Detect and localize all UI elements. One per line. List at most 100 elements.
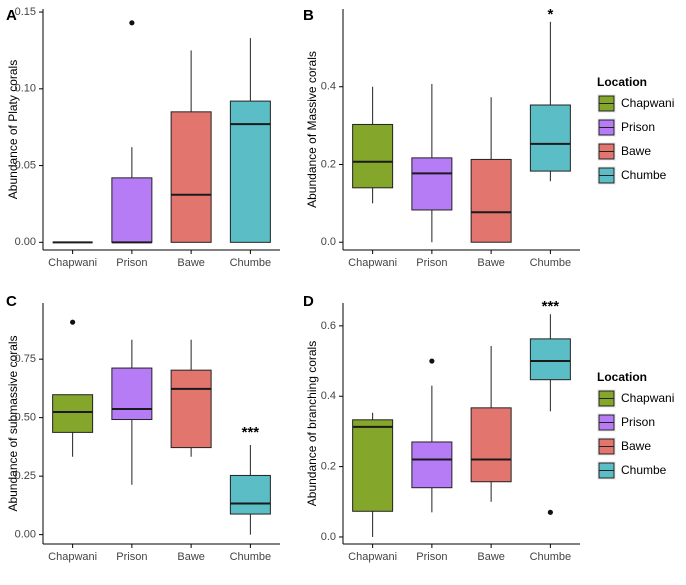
box-rect [352,123,394,189]
panel-A: A Abundance of Platy corals 0.00 0.05 0.10 0.… [6,6,280,269]
legend-key-chapwani: Chapwani [597,389,674,408]
significance-marker: *** [542,298,560,315]
box-rect [470,158,512,243]
x-tick-label: Prison [116,257,147,269]
box-chapwani [352,412,394,537]
box-rect [111,367,153,421]
box-rect [229,100,271,243]
legend-label: Prison [621,120,655,134]
box-prison [111,339,153,485]
legend-title: Location [597,370,647,384]
outlier-point [547,509,553,515]
y-tick-label: 0.4 [321,390,336,402]
y-tick-label: 0.6 [321,320,336,332]
box-rect [170,369,212,449]
x-tick-label: Bawe [477,551,505,563]
y-tick-label: 0.4 [321,81,336,93]
box-chumbe [229,445,271,535]
box-rect [111,177,153,243]
x-tick-label: Chumbe [230,551,272,563]
panel-letter: B [303,7,314,24]
box-rect [411,441,453,489]
legend-label: Chapwani [621,96,674,110]
box-rect [229,474,271,515]
legend: Location Chapwani Prison Bawe Chumbe [597,370,674,480]
legend-label: Bawe [621,144,651,158]
x-tick-label: Prison [416,551,447,563]
y-tick-label: 0.10 [15,83,36,95]
legend-key-chumbe: Chumbe [597,166,667,185]
panel-D: D Abundance of branching corals 0.0 0.2 0.4 0… [303,293,580,563]
box-chumbe [229,38,271,243]
box-chumbe [529,21,571,182]
y-tick-label: 0.75 [15,353,36,365]
legend-key-chapwani: Chapwani [597,94,674,113]
legend-label: Chapwani [621,391,674,405]
y-axis-title: Abundance of Platy corals [6,60,20,199]
x-tick-label: Bawe [177,551,205,563]
outlier-point [429,358,435,364]
x-tick-label: Chapwani [48,551,97,563]
box-bawe [170,50,212,243]
x-tick-label: Bawe [177,257,205,269]
y-tick-label: 0.15 [15,6,36,18]
box-chapwani [52,319,94,457]
significance-marker: * [547,6,553,23]
y-tick-label: 0.50 [15,412,36,424]
y-tick-label: 0.25 [15,470,36,482]
legend-title: Location [597,75,647,89]
y-tick-label: 0.00 [15,236,36,248]
box-chapwani [352,86,394,204]
panel-C: C Abundance of submassive corals 0.00 0.25 0… [6,293,280,563]
x-tick-label: Bawe [477,257,505,269]
legend-key-bawe: Bawe [597,437,651,456]
x-tick-label: Prison [116,551,147,563]
legend: Location Chapwani Prison Bawe Chumbe [597,75,674,185]
box-prison [411,84,453,243]
legend-key-chumbe: Chumbe [597,461,667,480]
x-tick-label: Prison [416,257,447,269]
legend-label: Bawe [621,439,651,453]
box-bawe [470,345,512,502]
legend-label: Prison [621,415,655,429]
box-prison [111,20,153,244]
y-axis-title: Abundance of branching corals [305,341,319,506]
box-rect [170,111,212,243]
outlier-point [70,319,76,325]
y-tick-label: 0.05 [15,159,36,171]
box-rect [470,407,512,483]
box-rect [352,419,394,512]
x-tick-label: Chumbe [530,551,572,563]
x-tick-label: Chumbe [230,257,272,269]
box-bawe [470,97,512,243]
box-rect [52,394,94,433]
box-rect [411,157,453,211]
legend-label: Chumbe [621,463,667,477]
panel-letter: C [6,293,17,310]
panel-B: B Abundance of Massive corals 0.0 0.2 0.4 Cha… [303,6,580,269]
y-axis-title: Abundance of submassive corals [6,335,20,511]
x-tick-label: Chapwani [348,257,397,269]
x-tick-label: Chumbe [530,257,572,269]
y-tick-label: 0.00 [15,529,36,541]
box-chumbe [529,314,571,515]
legend-key-prison: Prison [597,118,655,137]
y-tick-label: 0.2 [321,158,336,170]
y-tick-label: 0.2 [321,461,336,473]
legend-label: Chumbe [621,168,667,182]
box-prison [411,358,453,513]
legend-key-prison: Prison [597,413,655,432]
box-rect [529,104,571,172]
x-tick-label: Chapwani [48,257,97,269]
y-tick-label: 0.0 [321,236,336,248]
panel-letter: A [6,7,17,24]
x-tick-label: Chapwani [348,551,397,563]
box-rect [529,338,571,381]
panel-letter: D [303,293,314,310]
legend-key-bawe: Bawe [597,142,651,161]
significance-marker: *** [242,424,260,441]
box-bawe [170,339,212,457]
y-axis-title: Abundance of Massive corals [305,51,319,208]
y-tick-label: 0.0 [321,531,336,543]
